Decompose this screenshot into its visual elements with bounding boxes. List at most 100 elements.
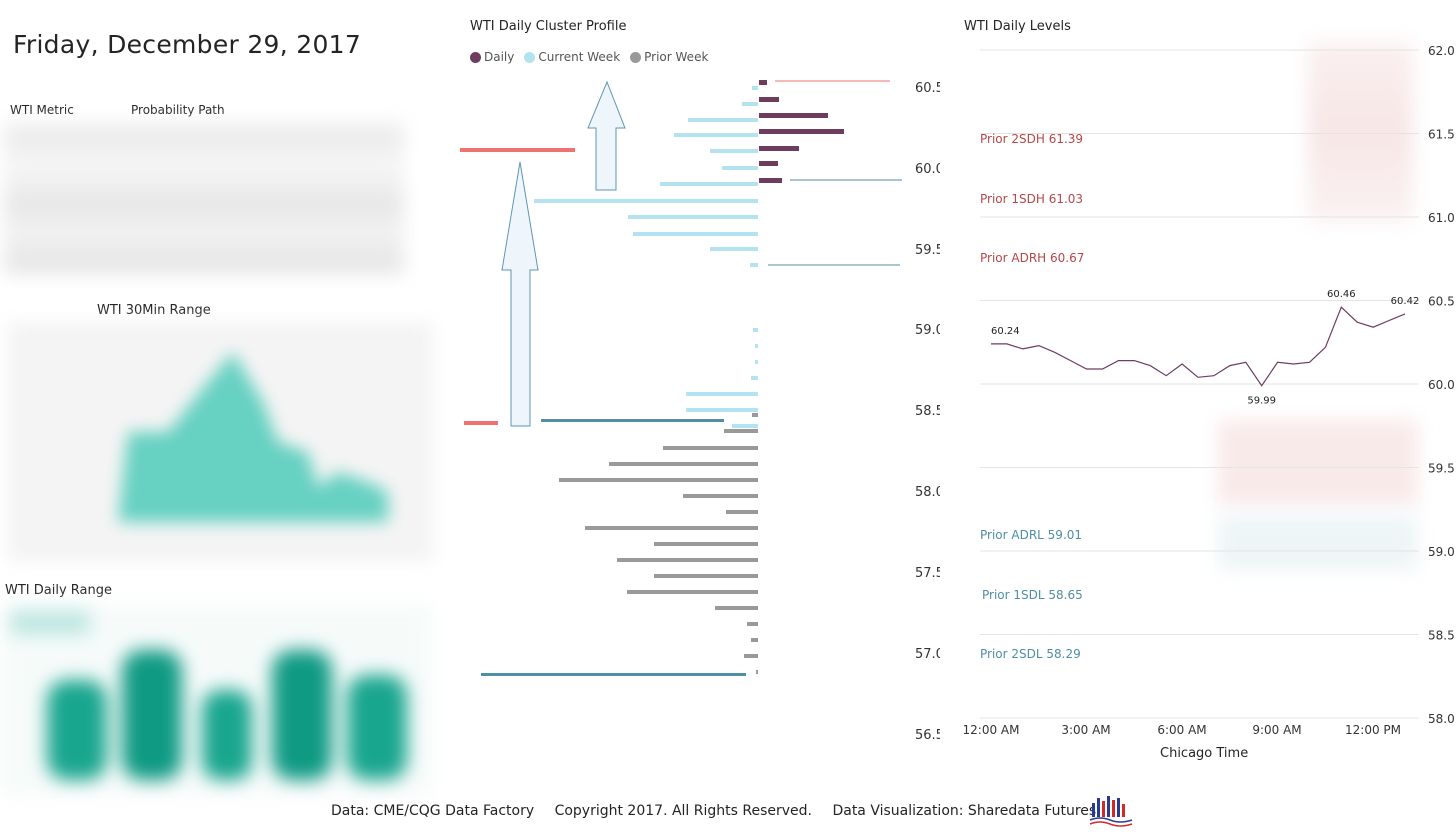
cluster-profile-chart: 60.5 60.0 59.5 59.0 58.5 58.0 57.5 57.0 … [460, 80, 940, 740]
price-series-line[interactable] [991, 306, 1406, 387]
bar-daily[interactable] [759, 146, 799, 151]
levels-xtick: 9:00 AM [1252, 723, 1301, 737]
bar-current-week[interactable] [755, 344, 758, 348]
prior-week-dot-icon [630, 51, 642, 63]
bar-current-week[interactable] [633, 232, 758, 236]
levels-title: WTI Daily Levels [964, 19, 1071, 34]
levels-ytick: 61.5 [1428, 128, 1455, 142]
bar-prior-week[interactable] [617, 558, 758, 562]
bar-teal-ref[interactable] [481, 673, 746, 676]
cluster-legend: Daily Current Week Prior Week [470, 50, 708, 64]
levels-xtick: 12:00 AM [964, 723, 1019, 737]
bar-prior-week[interactable] [627, 590, 758, 594]
bar-daily[interactable] [759, 113, 828, 118]
point-data-label: 60.24 [991, 326, 1020, 337]
bar-daily[interactable] [759, 161, 778, 166]
bar-current-week[interactable] [710, 149, 758, 153]
levels-xtick: 3:00 AM [1061, 723, 1110, 737]
legend-daily[interactable]: Daily [470, 50, 514, 64]
levels-xtick: 12:00 PM [1345, 723, 1401, 737]
levels-xlabel: Chicago Time [1160, 746, 1249, 761]
bar-prior-week[interactable] [683, 494, 758, 498]
bar-prior-week[interactable] [715, 606, 758, 610]
bar-current-week[interactable] [674, 133, 758, 137]
level-label-1sdl: Prior 1SDL 58.65 [982, 588, 1083, 602]
bar-current-week[interactable] [686, 392, 758, 396]
bar-prior-week[interactable] [751, 638, 758, 642]
range30-title: WTI 30Min Range [97, 303, 211, 318]
point-data-label: 60.42 [1391, 296, 1420, 307]
levels-overlay-low-blurred [1218, 515, 1418, 570]
cluster-ytick: 58.5 [915, 404, 940, 419]
levels-ytick: 59.5 [1428, 462, 1455, 476]
bar-prior-week[interactable] [756, 670, 758, 674]
bar-current-week[interactable] [732, 424, 758, 428]
bar-daily[interactable] [759, 129, 844, 134]
levels-ytick: 62.0 [1428, 44, 1455, 58]
bar-prior-week[interactable] [752, 413, 758, 417]
levels-ytick: 61.0 [1428, 211, 1455, 225]
bar-daily[interactable] [759, 97, 779, 102]
bar-current-week[interactable] [752, 86, 758, 90]
bar-prior-week[interactable] [559, 478, 758, 482]
probability-path-column-header[interactable]: Probability Path [131, 103, 225, 117]
point-data-label: 59.99 [1247, 396, 1276, 407]
bar-current-week[interactable] [750, 263, 758, 267]
bar-prior-week[interactable] [724, 429, 758, 433]
sharedata-logo-icon [1089, 796, 1133, 827]
bar-daily[interactable] [759, 178, 782, 183]
cluster-ytick: 57.0 [915, 647, 940, 662]
bar-teal-ref[interactable] [541, 419, 724, 422]
bar-prior-week[interactable] [663, 446, 758, 450]
bar-prior-week[interactable] [744, 654, 758, 658]
levels-xtick: 6:00 AM [1157, 723, 1206, 737]
levels-ytick: 58.0 [1428, 712, 1455, 726]
levels-ytick: 60.5 [1428, 295, 1455, 309]
up-arrow-large-icon [501, 161, 539, 427]
cluster-ytick: 60.0 [915, 162, 940, 177]
footer-copyright: Copyright 2017. All Rights Reserved. [554, 803, 812, 819]
daily-dot-icon [470, 51, 481, 63]
bar-current-week[interactable] [751, 376, 758, 380]
levels-ytick: 60.0 [1428, 378, 1455, 392]
cluster-ytick: 60.5 [915, 81, 940, 96]
bar-current-week[interactable] [686, 408, 758, 412]
bar-daily[interactable] [759, 80, 767, 85]
bar-current-week[interactable] [710, 247, 758, 251]
bar-current-week[interactable] [722, 166, 758, 170]
daily-range-title: WTI Daily Range [5, 583, 112, 598]
levels-ytick: 59.0 [1428, 545, 1455, 559]
level-label-2sdh: Prior 2SDH 61.39 [980, 132, 1084, 146]
cluster-ytick: 56.5 [915, 728, 940, 740]
bar-current-week[interactable] [660, 182, 758, 186]
bar-current-week[interactable] [628, 215, 758, 219]
bar-prior-week[interactable] [747, 622, 758, 626]
cluster-ytick: 59.0 [915, 323, 940, 338]
bar-current-week[interactable] [753, 328, 758, 332]
level-label-adrh: Prior ADRH 60.67 [980, 251, 1085, 265]
footer-source: Data: CME/CQG Data Factory [331, 803, 535, 819]
footer-viz: Data Visualization: Sharedata Futures [832, 803, 1097, 819]
legend-current-week[interactable]: Current Week [524, 50, 620, 64]
metric-column-header[interactable]: WTI Metric [10, 103, 74, 117]
daily-range-chart-blurred [2, 605, 432, 795]
footer: Data: CME/CQG Data Factory Copyright 201… [331, 803, 1112, 819]
bar-current-week[interactable] [688, 118, 758, 122]
bar-prior-week[interactable] [654, 574, 758, 578]
legend-prior-week[interactable]: Prior Week [630, 50, 708, 64]
page-title: Friday, December 29, 2017 [13, 30, 362, 59]
bar-current-week[interactable] [534, 199, 758, 203]
bar-prior-week[interactable] [609, 462, 758, 466]
bar-current-week[interactable] [742, 102, 758, 106]
cluster-ytick: 57.5 [915, 566, 940, 581]
bar-prior-week[interactable] [726, 510, 758, 514]
bar-prior-week[interactable] [585, 526, 758, 530]
cluster-ytick: 58.0 [915, 485, 940, 500]
bar-prior-week[interactable] [654, 542, 758, 546]
range30-chart-blurred [8, 322, 433, 562]
metric-table-blurred [4, 124, 404, 274]
levels-chart: 62.0 61.5 61.0 60.5 60.0 59.5 59.0 58.5 58.0 60.… [964, 44, 1455, 737]
cluster-ytick: 59.5 [915, 243, 940, 258]
bar-current-week[interactable] [755, 360, 758, 364]
level-label-2sdl: Prior 2SDL 58.29 [980, 647, 1081, 661]
